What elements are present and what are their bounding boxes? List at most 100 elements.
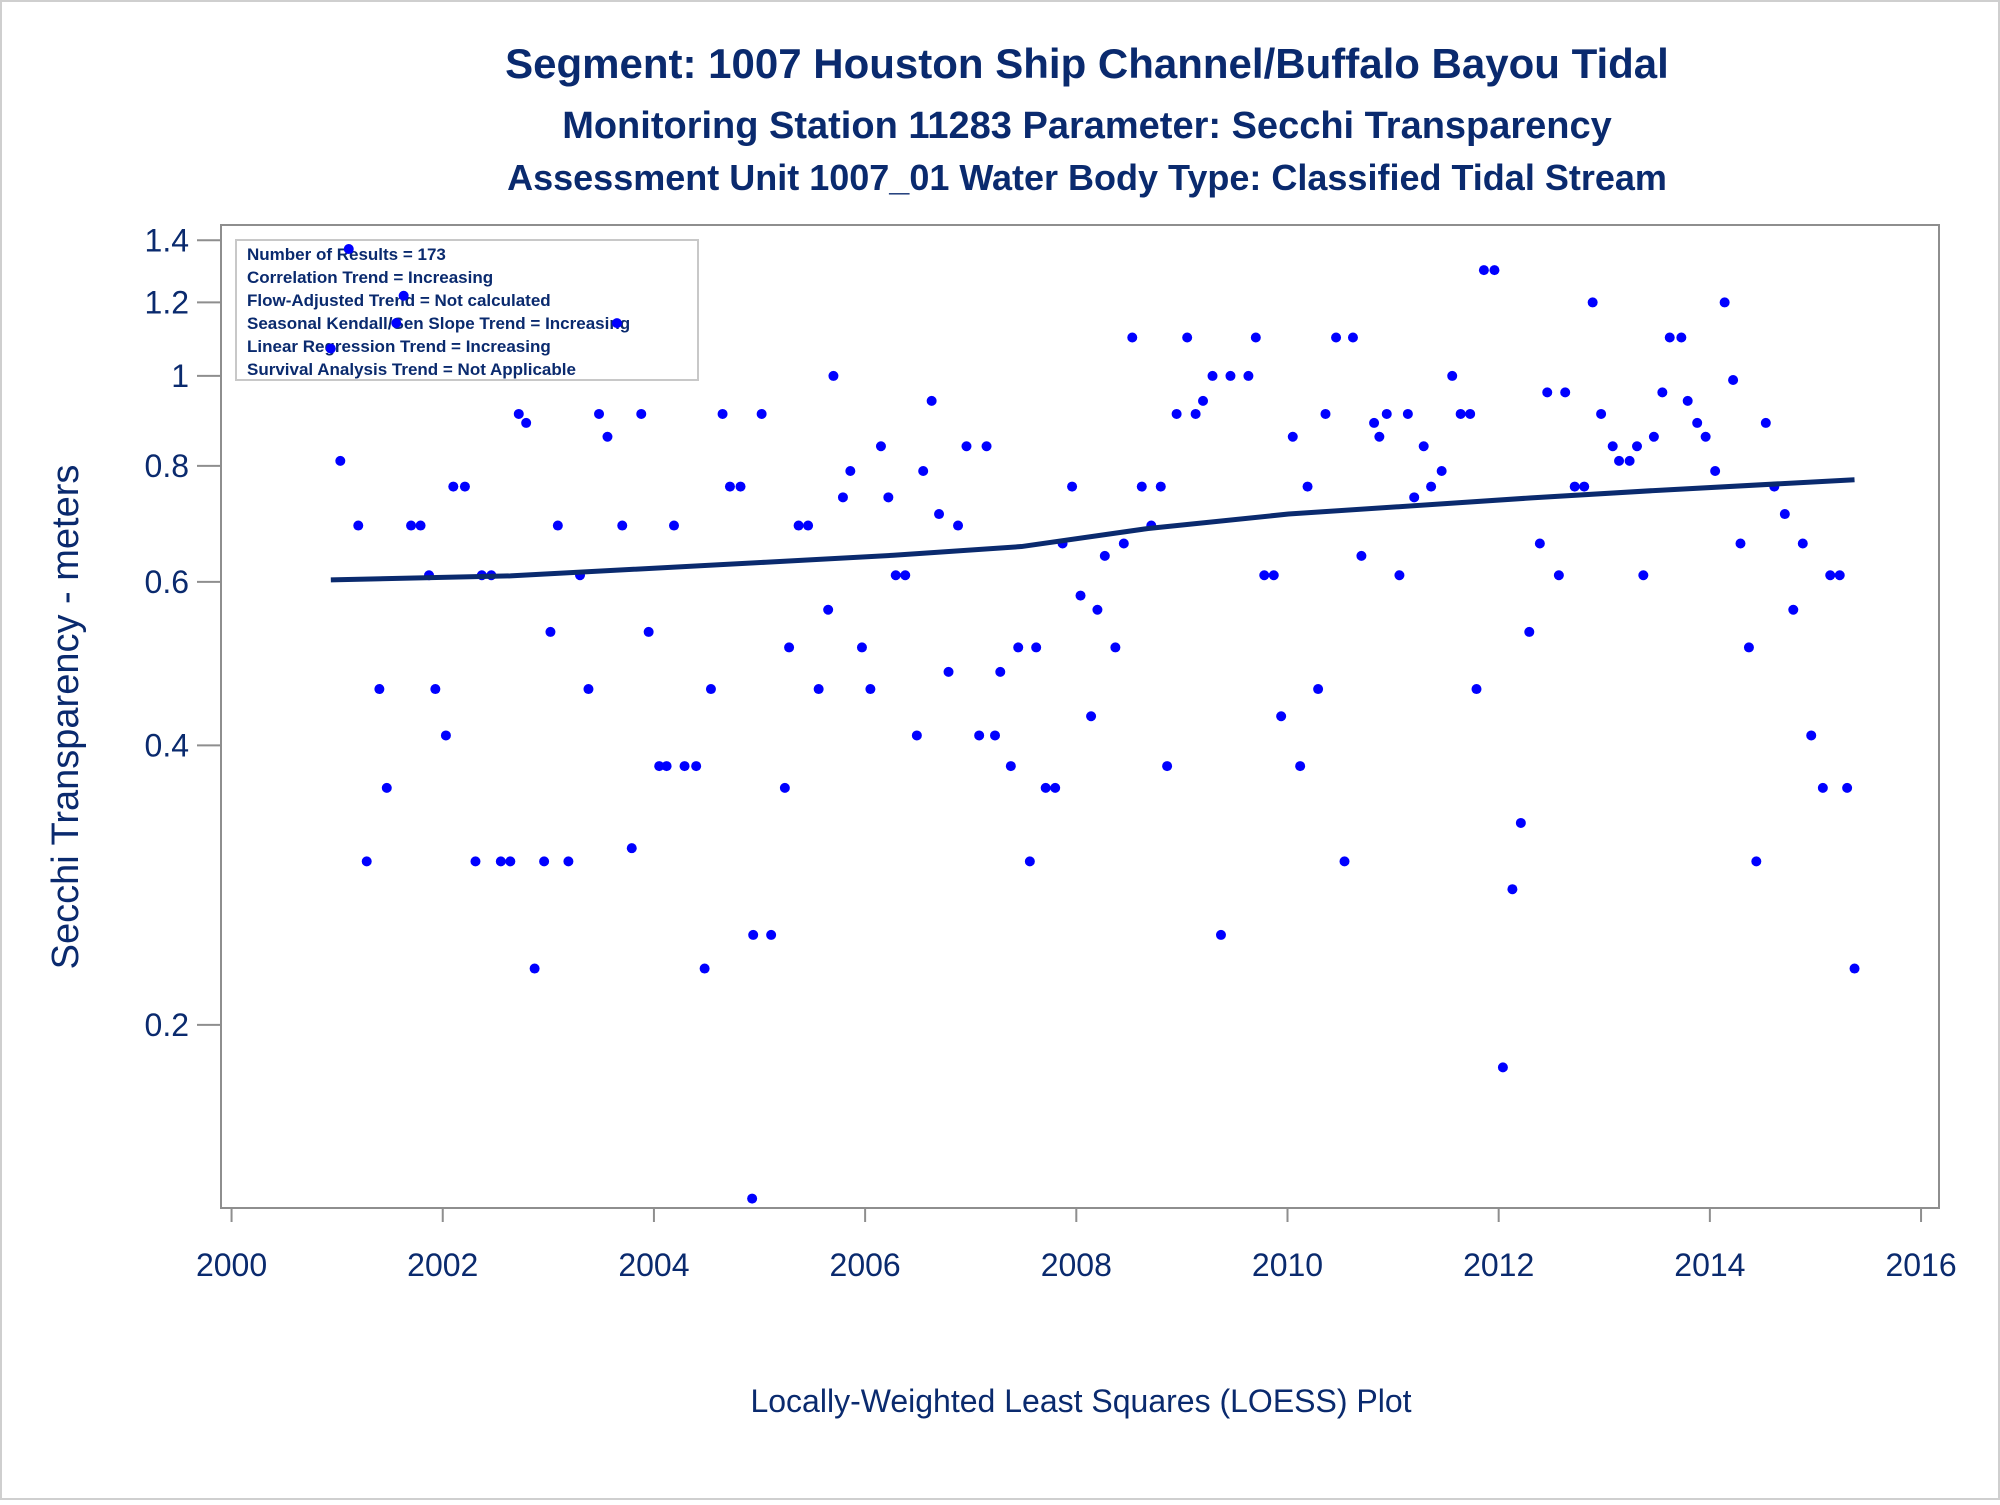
data-point <box>1743 642 1754 653</box>
data-point <box>813 684 824 695</box>
plot-frame <box>220 224 1940 1209</box>
x-tick-label: 2002 <box>407 1247 478 1283</box>
data-point <box>926 395 937 406</box>
y-tick-label: 1 <box>171 358 189 394</box>
data-point <box>823 604 834 615</box>
data-point <box>1155 481 1166 492</box>
data-point <box>1426 481 1437 492</box>
data-point <box>1250 332 1261 343</box>
data-point <box>1409 492 1420 503</box>
data-point <box>1381 408 1392 419</box>
data-point <box>1086 711 1097 722</box>
data-point <box>583 684 594 695</box>
data-point <box>513 408 524 419</box>
data-point <box>1171 408 1182 419</box>
data-point <box>1638 570 1649 581</box>
data-point <box>1339 856 1350 867</box>
data-point <box>594 408 605 419</box>
data-point <box>981 441 992 452</box>
data-point <box>1013 642 1024 653</box>
data-point <box>856 642 867 653</box>
data-point <box>1471 684 1482 695</box>
data-point <box>611 318 622 329</box>
data-point <box>1760 417 1771 428</box>
data-point <box>748 929 759 940</box>
data-point <box>470 856 481 867</box>
data-point <box>1579 481 1590 492</box>
data-point <box>1276 711 1287 722</box>
info-text: Number of Results = 173 <box>247 245 446 264</box>
data-point <box>374 684 385 695</box>
data-point <box>717 408 728 419</box>
x-tick-label: 2008 <box>1041 1247 1112 1283</box>
data-point <box>1842 782 1853 793</box>
data-point <box>1719 297 1730 308</box>
data-point <box>1302 481 1313 492</box>
data-point <box>1569 481 1580 492</box>
data-point <box>325 343 336 354</box>
data-point <box>1243 370 1254 381</box>
data-point <box>953 520 964 531</box>
data-point <box>398 290 409 301</box>
data-point <box>654 761 665 772</box>
data-point <box>1682 395 1693 406</box>
data-point <box>1632 441 1643 452</box>
data-point <box>1162 761 1173 772</box>
data-point <box>1553 570 1564 581</box>
data-point <box>961 441 972 452</box>
info-text: Flow-Adjusted Trend = Not calculated <box>247 291 551 310</box>
data-point <box>837 492 848 503</box>
data-point <box>1834 570 1845 581</box>
data-point <box>890 570 901 581</box>
data-point <box>1356 550 1367 561</box>
data-point <box>563 856 574 867</box>
x-tick-label: 2004 <box>618 1247 689 1283</box>
data-point <box>545 626 556 637</box>
data-point <box>1259 570 1270 581</box>
data-point <box>1225 370 1236 381</box>
data-point <box>440 730 451 741</box>
data-point <box>900 570 911 581</box>
data-point <box>430 684 441 695</box>
data-point <box>1478 265 1489 276</box>
data-point <box>691 761 702 772</box>
data-point <box>343 243 354 254</box>
info-text: Correlation Trend = Increasing <box>247 268 493 287</box>
data-point <box>1710 465 1721 476</box>
data-point <box>883 492 894 503</box>
data-point <box>361 856 372 867</box>
data-point <box>918 465 929 476</box>
y-tick-label: 1.4 <box>145 222 189 258</box>
y-tick-label: 0.6 <box>145 564 189 600</box>
data-point <box>1664 332 1675 343</box>
data-point <box>1542 387 1553 398</box>
data-point <box>828 370 839 381</box>
data-point <box>1735 538 1746 549</box>
y-tick-label: 0.4 <box>145 727 189 763</box>
data-point <box>505 856 516 867</box>
x-tick-label: 2010 <box>1252 1247 1323 1283</box>
data-point <box>1369 417 1380 428</box>
info-text: Survival Analysis Trend = Not Applicable <box>247 360 576 379</box>
data-point <box>381 782 392 793</box>
data-point <box>1497 1062 1508 1073</box>
data-point <box>1465 408 1476 419</box>
data-point <box>617 520 628 531</box>
x-tick-label: 2014 <box>1674 1247 1745 1283</box>
data-point <box>1190 408 1201 419</box>
data-point <box>1779 509 1790 520</box>
data-point <box>1099 550 1110 561</box>
data-point <box>1320 408 1331 419</box>
data-point <box>911 730 922 741</box>
data-point <box>1489 265 1500 276</box>
data-point <box>661 761 672 772</box>
info-text: Linear Regression Trend = Increasing <box>247 337 551 356</box>
data-point <box>1560 387 1571 398</box>
data-point <box>995 666 1006 677</box>
data-point <box>636 408 647 419</box>
data-point <box>1692 417 1703 428</box>
data-point <box>747 1193 758 1204</box>
info-text: Seasonal Kendall/Sen Slope Trend = Incre… <box>247 314 630 333</box>
